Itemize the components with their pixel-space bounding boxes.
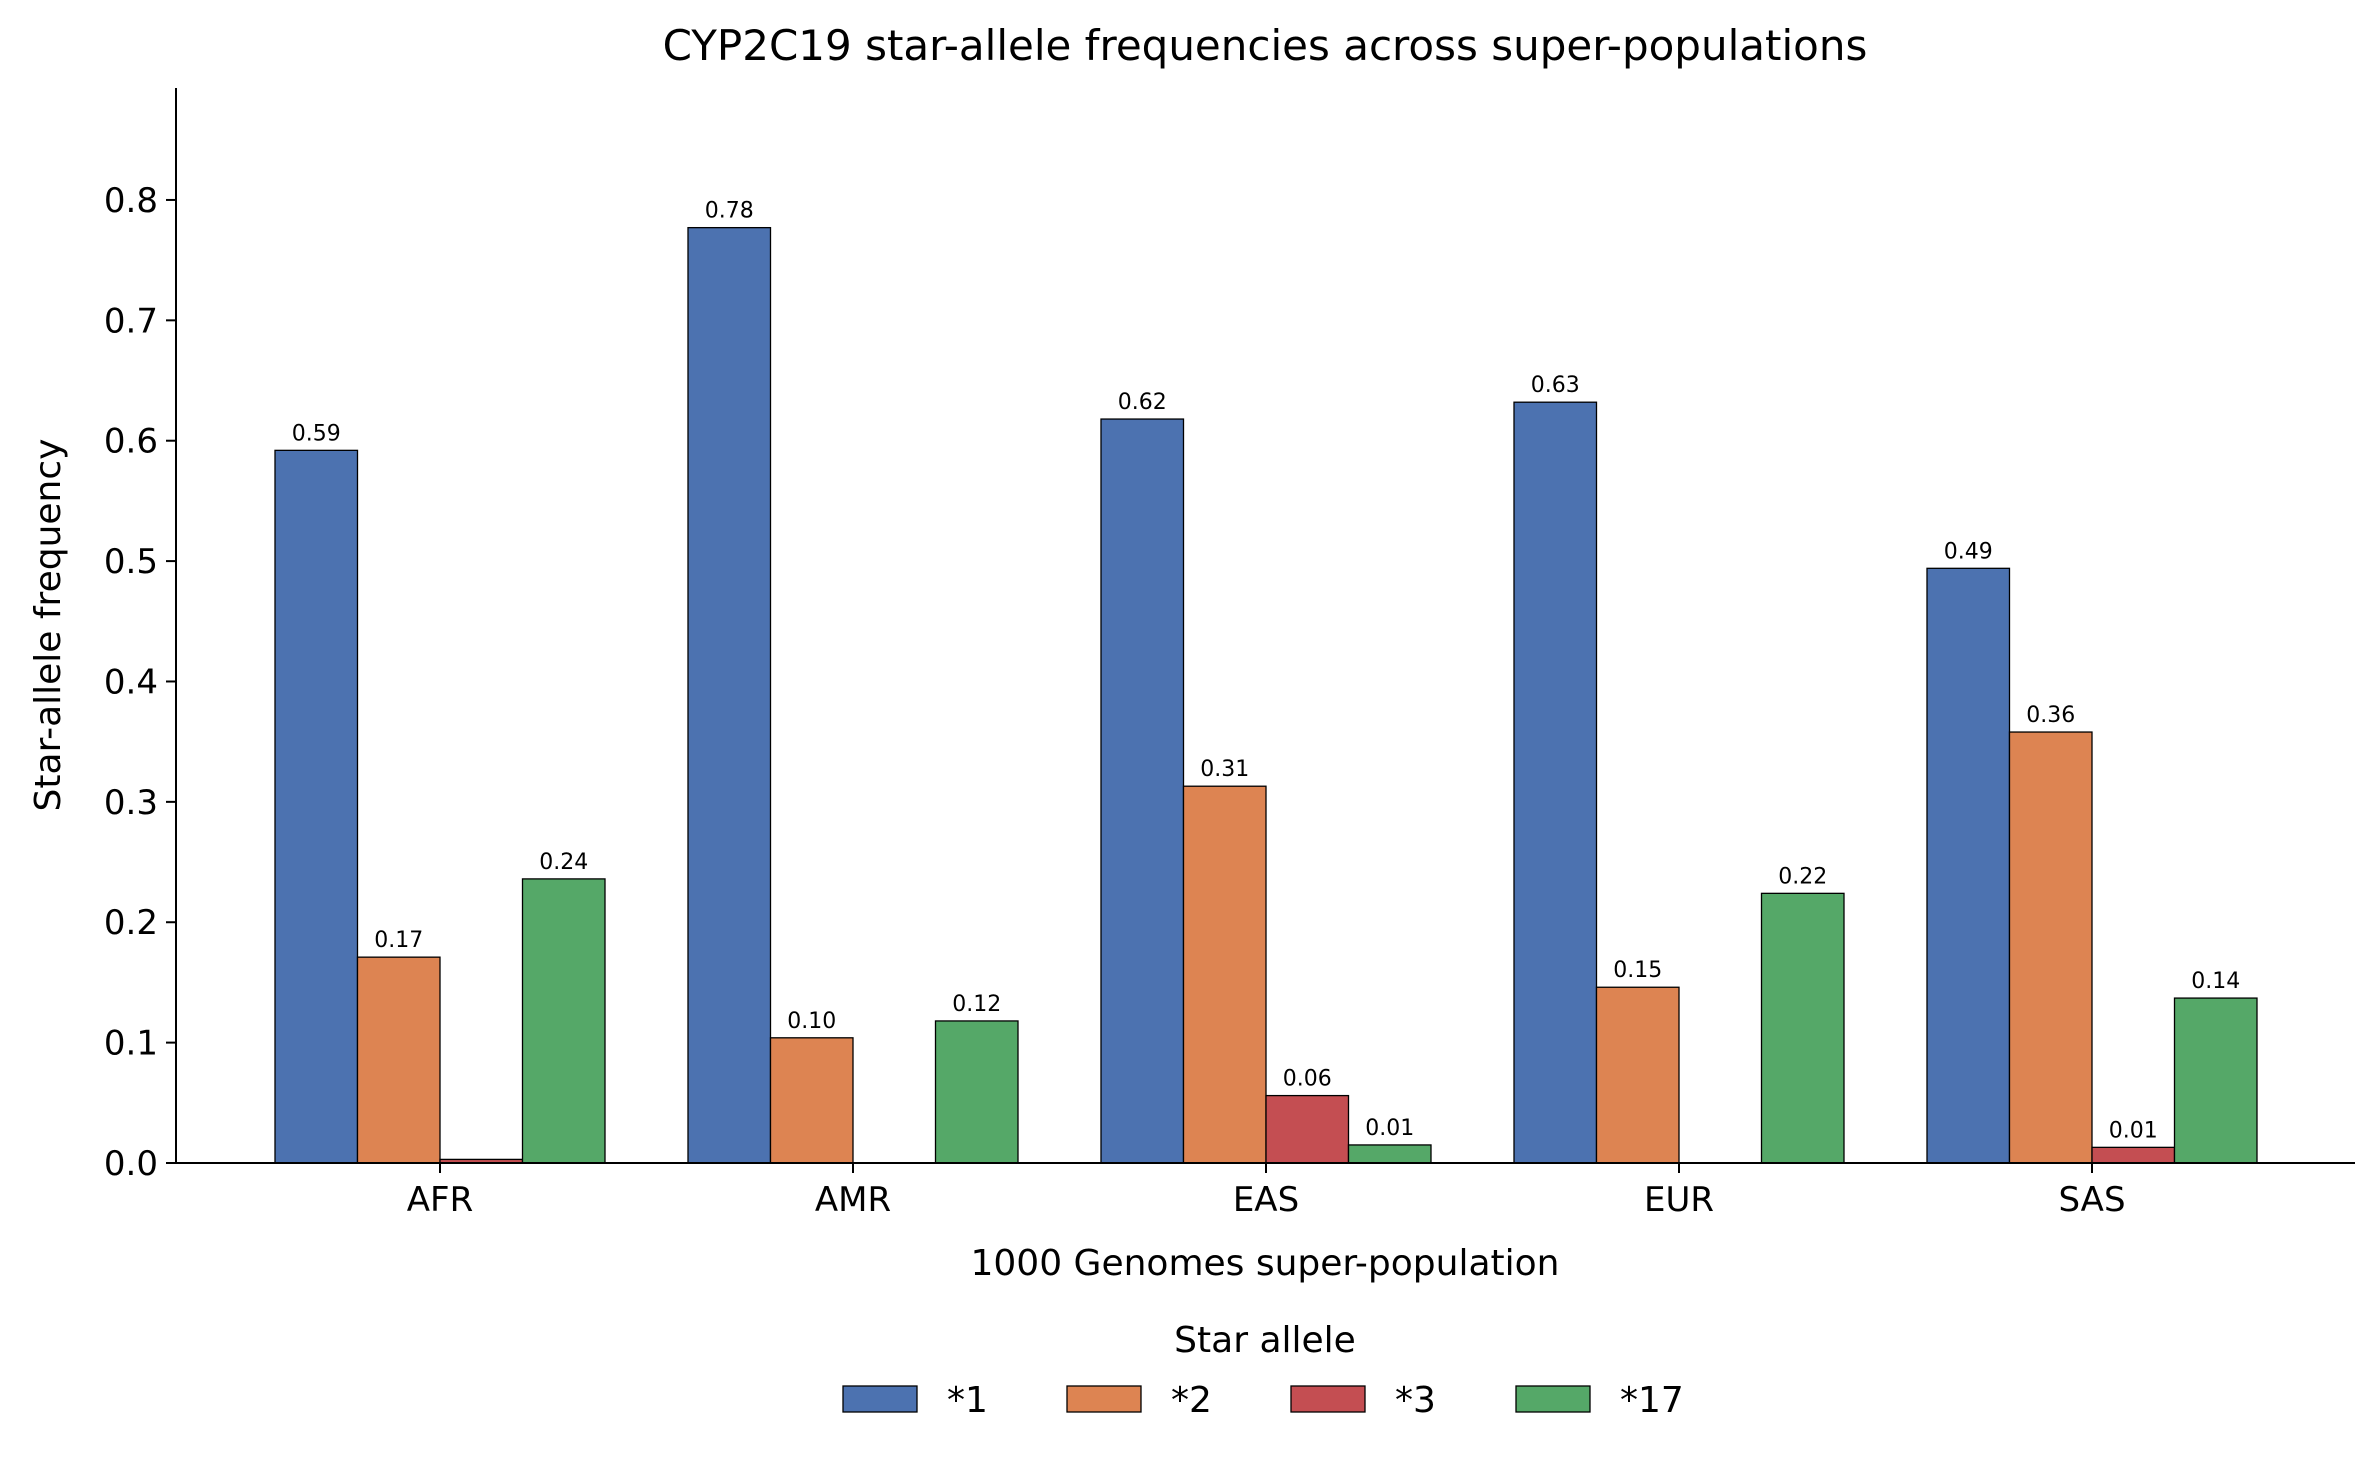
y-tick-label: 0.0 bbox=[104, 1144, 158, 1184]
x-axis-label: 1000 Genomes super-population bbox=[971, 1243, 1560, 1284]
bar-eas-2 bbox=[1182, 785, 1267, 1164]
legend-swatch bbox=[1515, 1385, 1591, 1413]
legend-title: Star allele bbox=[1174, 1320, 1356, 1361]
x-tick-label-amr: AMR bbox=[815, 1180, 891, 1220]
bar-afr-2 bbox=[356, 956, 441, 1164]
legend-swatch bbox=[1290, 1385, 1366, 1413]
y-axis-label: Star-allele frequency bbox=[28, 439, 69, 812]
y-tick-label: 0.8 bbox=[104, 181, 158, 221]
data-label: 0.36 bbox=[2026, 703, 2075, 728]
bar-sas-2 bbox=[2008, 731, 2093, 1164]
y-tick-label: 0.2 bbox=[104, 903, 158, 943]
bar-sas-3 bbox=[2091, 1146, 2176, 1164]
data-labels: 0.59 0.78 0.62 0.63 0.49 0.17 0.10 0.31 0.15 0.36… bbox=[292, 199, 2240, 1144]
data-label: 0.63 bbox=[1531, 373, 1580, 398]
data-label: 0.62 bbox=[1118, 390, 1167, 415]
bar-amr-4 bbox=[934, 1020, 1019, 1164]
data-label: 0.17 bbox=[374, 928, 423, 953]
legend-label: *17 bbox=[1620, 1380, 1684, 1421]
legend: Star allele *1 *2 *3 *17 bbox=[842, 1320, 1684, 1421]
legend-label: *2 bbox=[1171, 1380, 1212, 1421]
bar-eas-3 bbox=[1265, 1094, 1350, 1164]
bar-sas-4 bbox=[2173, 997, 2258, 1164]
y-tick-label: 0.1 bbox=[104, 1024, 158, 1064]
legend-swatch bbox=[1066, 1385, 1142, 1413]
bar-eur-1 bbox=[1513, 401, 1598, 1164]
x-tick-label-eur: EUR bbox=[1644, 1180, 1714, 1220]
x-tick-label-eas: EAS bbox=[1233, 1180, 1299, 1220]
legend-swatch bbox=[842, 1385, 918, 1413]
bar-amr-1 bbox=[687, 226, 772, 1164]
y-tick-label: 0.6 bbox=[104, 422, 158, 462]
data-label: 0.06 bbox=[1283, 1067, 1332, 1092]
bar-afr-1 bbox=[274, 449, 359, 1164]
x-tick-label-afr: AFR bbox=[407, 1180, 473, 1220]
bar-eas-4 bbox=[1347, 1144, 1432, 1164]
bar-eur-2 bbox=[1595, 986, 1680, 1164]
bar-eur-4 bbox=[1760, 892, 1845, 1164]
legend-label: *1 bbox=[947, 1380, 988, 1421]
bar-afr-4 bbox=[521, 878, 606, 1164]
data-label: 0.78 bbox=[705, 199, 754, 224]
data-label: 0.15 bbox=[1613, 958, 1662, 983]
y-tick-label: 0.7 bbox=[104, 301, 158, 341]
data-label: 0.24 bbox=[539, 850, 588, 875]
data-label: 0.01 bbox=[1365, 1116, 1414, 1141]
x-tick-label-sas: SAS bbox=[2058, 1180, 2125, 1220]
bar-sas-1 bbox=[1926, 567, 2011, 1164]
data-label: 0.01 bbox=[2109, 1118, 2158, 1143]
x-axis: AFR AMR EAS EUR SAS bbox=[175, 1162, 2355, 1220]
data-label: 0.59 bbox=[292, 421, 341, 446]
data-label: 0.14 bbox=[2191, 969, 2240, 994]
data-label: 0.31 bbox=[1200, 757, 1249, 782]
data-label: 0.49 bbox=[1944, 539, 1993, 564]
plot-area: 0.59 0.78 0.62 0.63 0.49 0.17 0.10 0.31 0.15 0.36… bbox=[104, 88, 2355, 1220]
data-label: 0.10 bbox=[787, 1009, 836, 1034]
data-label: 0.22 bbox=[1778, 864, 1827, 889]
bar-eas-1 bbox=[1100, 418, 1185, 1164]
y-tick-label: 0.4 bbox=[104, 662, 158, 702]
data-label: 0.12 bbox=[952, 992, 1001, 1017]
legend-label: *3 bbox=[1395, 1380, 1436, 1421]
bars bbox=[274, 226, 2258, 1164]
bar-amr-2 bbox=[769, 1037, 854, 1164]
chart-title: CYP2C19 star-allele frequencies across s… bbox=[663, 21, 1868, 70]
y-tick-label: 0.3 bbox=[104, 783, 158, 823]
y-axis: 0.0 0.1 0.2 0.3 0.4 0.5 0.6 0.7 0.8 bbox=[104, 88, 177, 1184]
y-tick-label: 0.5 bbox=[104, 542, 158, 582]
